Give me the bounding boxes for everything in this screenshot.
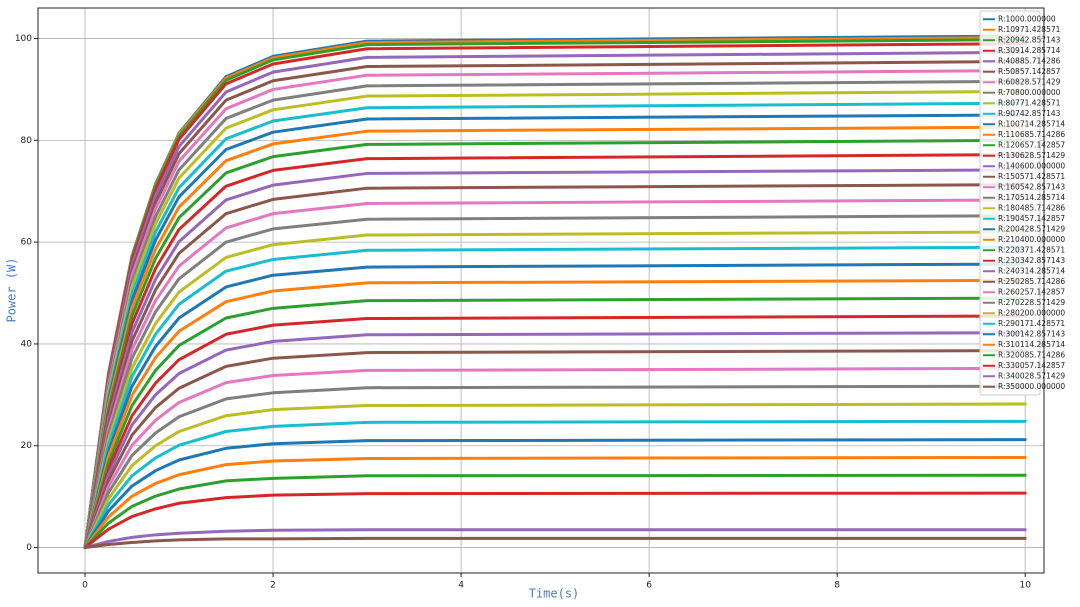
y-tick-label: 100 [15, 34, 32, 44]
legend-label: R:80771.428571 [998, 98, 1061, 107]
legend-label: R:150571.428571 [998, 172, 1065, 181]
x-tick-label: 10 [1019, 581, 1031, 591]
series-line [83, 168, 1027, 550]
legend-label: R:230342.857143 [998, 256, 1065, 265]
legend-label: R:170514.285714 [998, 193, 1065, 202]
legend-label: R:310114.285714 [998, 340, 1065, 349]
legend-label: R:210400.000000 [998, 235, 1065, 244]
x-tick-label: 8 [834, 581, 840, 591]
legend-label: R:270228.571429 [998, 298, 1065, 307]
legend-label: R:110685.714286 [998, 130, 1065, 139]
legend-label: R:10971.428571 [998, 25, 1061, 34]
series-line [83, 419, 1027, 550]
legend-label: R:260257.142857 [998, 287, 1065, 296]
legend-label: R:200428.571429 [998, 224, 1065, 233]
series-line [83, 314, 1027, 550]
legend-label: R:330057.142857 [998, 361, 1065, 370]
legend-label: R:90742.857143 [998, 109, 1061, 118]
series-line [83, 214, 1027, 550]
legend-label: R:70800.000000 [998, 88, 1061, 97]
legend-label: R:280200.000000 [998, 308, 1065, 317]
series-line [83, 349, 1027, 550]
series-line [83, 384, 1027, 550]
series-line [83, 331, 1027, 550]
legend-label: R:240314.285714 [998, 266, 1065, 275]
plot-frame [37, 7, 1045, 574]
legend-label: R:350000.000000 [998, 382, 1065, 391]
legend-label: R:320085.714286 [998, 350, 1065, 359]
series-line [83, 296, 1027, 550]
x-tick-label: 2 [270, 581, 276, 591]
series-line [83, 183, 1027, 550]
series-line [83, 402, 1027, 550]
x-tick-label: 4 [458, 581, 464, 591]
legend-label: R:100714.285714 [998, 119, 1065, 128]
legend-label: R:250285.714286 [998, 277, 1065, 286]
y-tick-label: 60 [21, 238, 33, 248]
legend: R:1000.000000 R:10971.428571R:20942.85714… [979, 10, 1065, 396]
legend-box [979, 10, 1041, 396]
legend-label: R:40885.714286 [998, 56, 1061, 65]
legend-label: R:120657.142857 [998, 140, 1065, 149]
legend-label: R:60828.571429 [998, 77, 1061, 86]
series-line [83, 153, 1027, 550]
y-axis-title: Power (W) [5, 257, 19, 322]
series-line [83, 366, 1027, 550]
x-tick-label: 0 [82, 581, 88, 591]
x-tick-label: 6 [646, 581, 652, 591]
legend-label: R:30914.285714 [998, 46, 1061, 55]
y-tick-label: 40 [21, 339, 33, 349]
legend-label: R:130628.571429 [998, 151, 1065, 160]
legend-label: R:180485.714286 [998, 203, 1065, 212]
series-lines [83, 34, 1027, 550]
legend-label: R:220371.428571 [998, 245, 1065, 254]
legend-label: R:50857.142857 [998, 67, 1061, 76]
series-line [83, 438, 1027, 550]
legend-label: R:290171.428571 [998, 319, 1065, 328]
y-tick-label: 0 [26, 543, 32, 553]
series-line [83, 230, 1027, 550]
series-line [83, 198, 1027, 550]
legend-label: R:20942.857143 [998, 35, 1061, 44]
y-tick-label: 80 [21, 136, 33, 146]
series-line [83, 491, 1027, 550]
series-line [83, 473, 1027, 550]
x-axis-title: Time(s) [529, 587, 580, 601]
series-line [83, 528, 1027, 550]
legend-label: R:340028.571429 [998, 371, 1065, 380]
series-line [83, 278, 1027, 550]
series-line [83, 138, 1027, 550]
legend-label: R:140600.000000 [998, 161, 1065, 170]
series-line [83, 245, 1027, 550]
series-line [83, 536, 1027, 550]
series-line [83, 262, 1027, 550]
legend-label: R:160542.857143 [998, 182, 1065, 191]
legend-label: R:1000.000000 [998, 14, 1056, 23]
series-line [83, 455, 1027, 550]
legend-label: R:300142.857143 [998, 329, 1065, 338]
y-tick-label: 20 [21, 441, 33, 451]
legend-label: R:190457.142857 [998, 214, 1065, 223]
